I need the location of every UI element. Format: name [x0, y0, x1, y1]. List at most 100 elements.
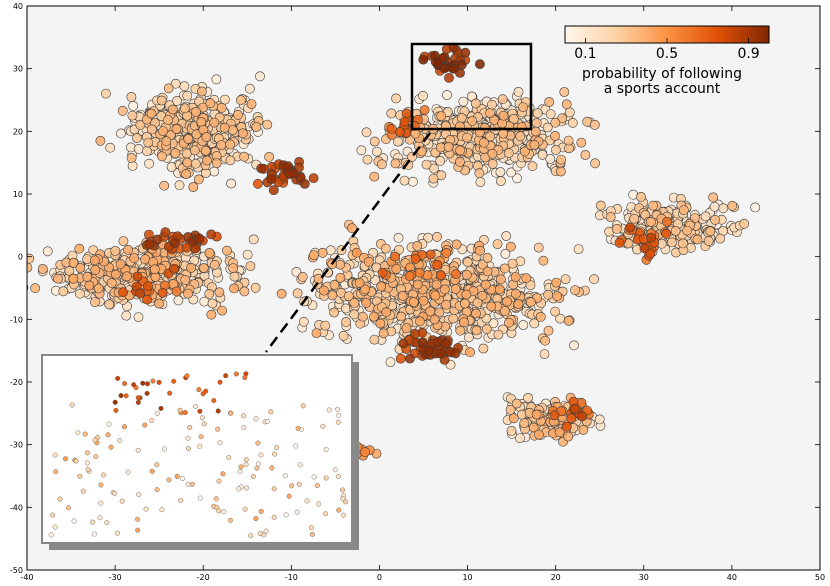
inset-point: [154, 410, 160, 416]
scatter-point: [410, 253, 421, 264]
scatter-point: [487, 148, 498, 159]
scatter-point: [715, 233, 726, 244]
scatter-point: [118, 236, 129, 246]
inset-point: [100, 472, 106, 478]
scatter-point: [182, 90, 193, 101]
scatter-point: [354, 277, 365, 288]
scatter-point: [170, 148, 181, 159]
scatter-point: [560, 274, 571, 284]
scatter-point: [533, 242, 544, 253]
scatter-point: [460, 47, 471, 58]
inset-point: [255, 461, 261, 467]
scatter-point: [692, 234, 703, 245]
scatter-point: [116, 128, 126, 139]
scatter-point: [126, 152, 137, 163]
inset-point: [300, 403, 306, 409]
scatter-point: [117, 105, 128, 116]
scatter-point: [133, 143, 144, 154]
scatter-point: [209, 166, 220, 177]
scatter-point: [239, 151, 249, 162]
scatter-point: [126, 92, 137, 102]
scatter-point: [555, 166, 566, 177]
scatter-point: [204, 247, 215, 258]
inset-point: [250, 474, 256, 480]
inset-point: [90, 519, 96, 525]
scatter-point: [570, 403, 581, 414]
scatter-point: [105, 142, 116, 153]
scatter-point: [297, 271, 308, 282]
inset-point: [211, 398, 217, 404]
scatter-point: [549, 410, 560, 421]
inset-point: [238, 464, 244, 470]
scatter-point: [625, 222, 635, 233]
inset-point: [150, 378, 156, 384]
scatter-point: [417, 337, 428, 348]
inset-point: [119, 498, 125, 504]
scatter-point: [508, 114, 519, 124]
inset-point: [171, 378, 177, 384]
scatter-point: [475, 245, 485, 256]
scatter-point: [678, 238, 688, 249]
inset-point: [144, 381, 150, 387]
scatter-point: [191, 107, 201, 117]
scatter-point: [166, 162, 177, 172]
scatter-point: [636, 191, 646, 202]
scatter-point: [486, 99, 497, 110]
scatter-point: [561, 421, 572, 432]
inset-point: [154, 487, 160, 493]
scatter-point: [376, 281, 387, 292]
scatter-point: [495, 274, 506, 285]
inset-point: [258, 508, 264, 514]
scatter-point: [708, 192, 719, 203]
scatter-point: [53, 273, 63, 284]
scatter-point: [614, 237, 625, 248]
scatter-point: [361, 297, 372, 308]
scatter-point: [311, 328, 322, 338]
inset-point: [216, 478, 222, 484]
scatter-point: [441, 299, 451, 310]
inset-point: [227, 517, 233, 523]
scatter-point: [174, 180, 185, 191]
inset-point: [84, 450, 90, 456]
inset-point: [143, 506, 149, 512]
scatter-point: [308, 173, 319, 183]
inset-point: [174, 473, 180, 479]
scatter-point: [214, 287, 225, 298]
scatter-point: [497, 94, 508, 105]
scatter-point: [338, 330, 349, 341]
scatter-point: [648, 200, 659, 211]
y-tick-label: -10: [10, 315, 23, 324]
scatter-point: [503, 148, 514, 158]
scatter-point: [450, 348, 461, 359]
scatter-point: [505, 241, 516, 252]
scatter-point: [500, 248, 511, 259]
x-tick-label: -40: [20, 573, 33, 582]
scatter-point: [534, 429, 544, 440]
scatter-point: [143, 137, 154, 148]
scatter-point: [207, 298, 218, 309]
inset-point: [242, 506, 248, 512]
inset-point: [264, 419, 270, 425]
scatter-point: [511, 288, 521, 299]
scatter-point: [611, 223, 622, 234]
inset-point: [335, 419, 341, 425]
zoom-box: [410, 42, 533, 131]
scatter-point: [152, 234, 163, 245]
scatter-point: [465, 347, 475, 358]
inset-point: [271, 486, 277, 492]
scatter-point: [283, 161, 293, 172]
scatter-point: [459, 317, 469, 328]
scatter-point: [252, 178, 263, 189]
scatter-point: [432, 58, 443, 69]
scatter-point: [188, 182, 199, 192]
scatter-point: [378, 328, 389, 339]
inset-point: [135, 395, 141, 401]
scatter-point: [74, 243, 85, 254]
scatter-point: [455, 145, 465, 156]
scatter-point: [340, 303, 351, 314]
inset-point: [308, 525, 314, 531]
scatter-point: [471, 325, 482, 336]
inset-point: [274, 445, 280, 451]
scatter-point: [154, 298, 165, 309]
scatter-point: [183, 288, 193, 299]
